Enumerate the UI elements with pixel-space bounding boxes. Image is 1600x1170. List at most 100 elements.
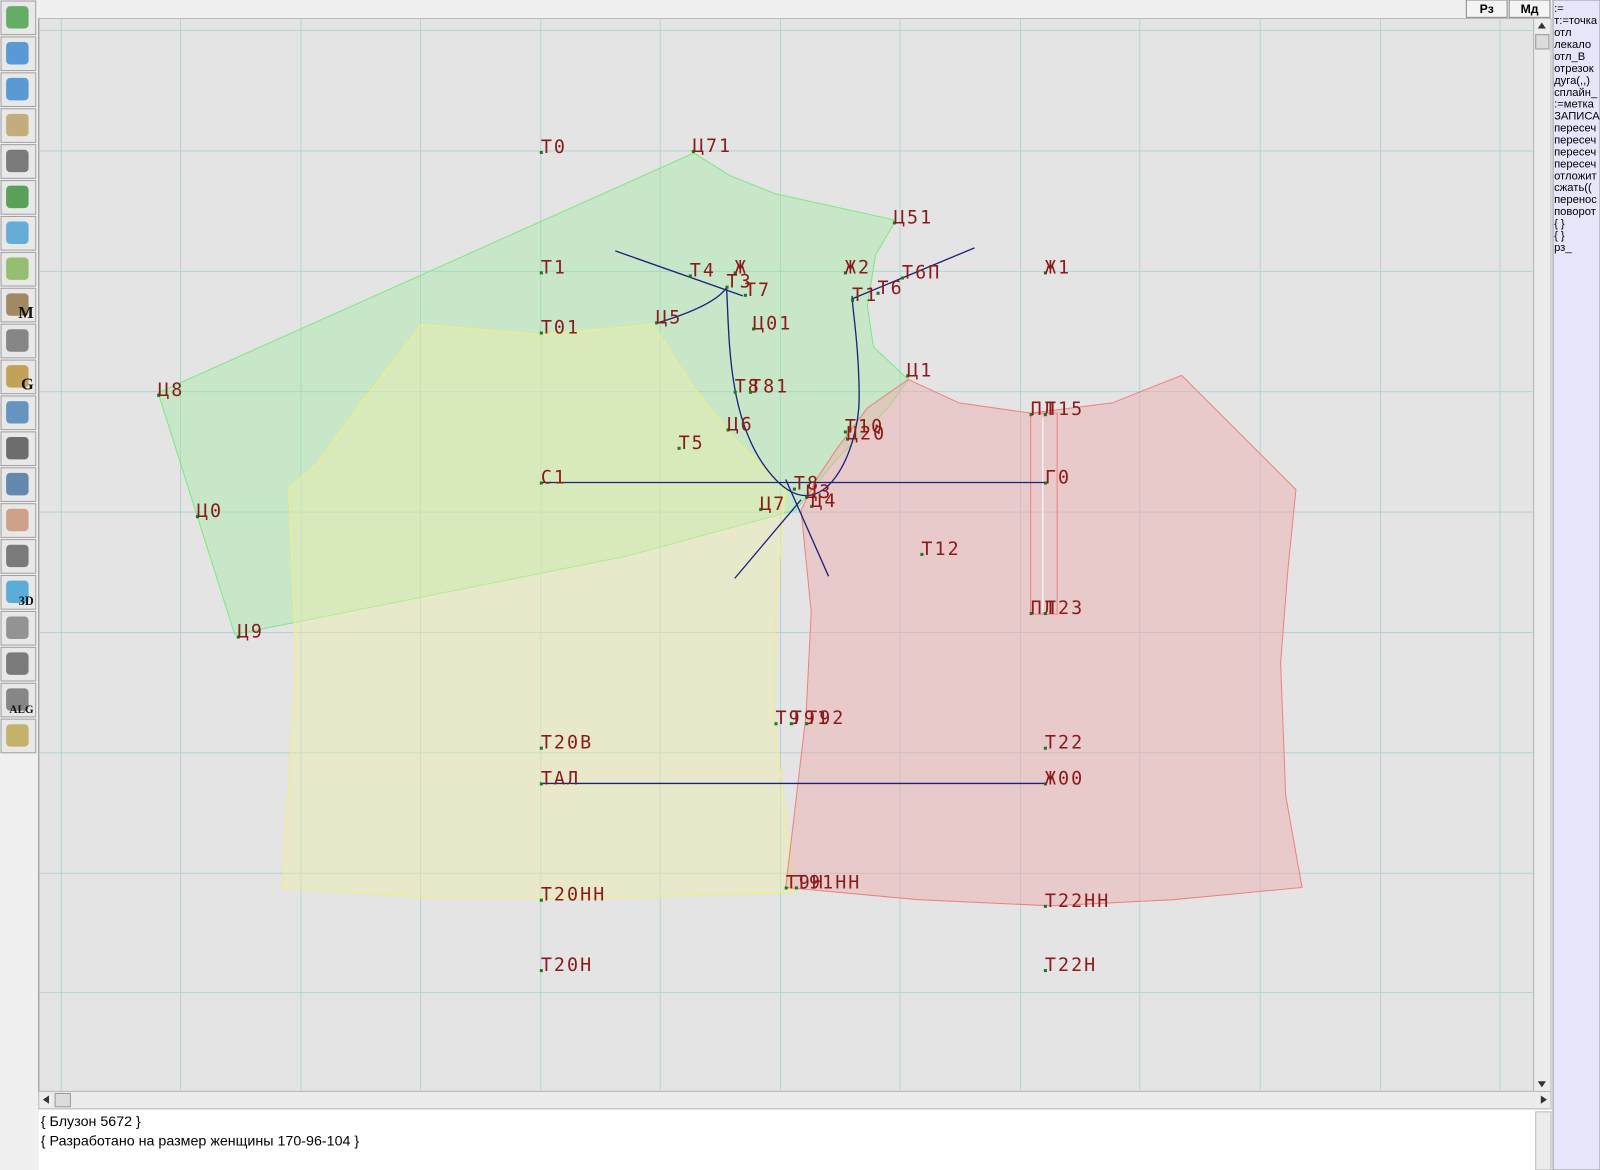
command-line[interactable]: пересеч [1554,146,1596,158]
command-line[interactable]: := [1554,3,1564,15]
point-label: Т1 [852,285,878,306]
command-line[interactable]: поворот [1554,206,1596,218]
point-label: Ц4 [811,491,837,512]
point [539,969,543,973]
comment-scrollbar[interactable] [1535,1111,1552,1170]
point-label: Ц9 [238,622,264,643]
tool-icon [6,149,29,173]
point-label: Т5 [679,433,705,454]
command-line[interactable]: :=метка [1554,99,1595,111]
point [539,150,543,155]
point-label: Ц20 [847,424,886,445]
command-line[interactable]: рз_ [1554,242,1572,254]
drawing-canvas[interactable] [38,17,1535,1092]
command-line[interactable]: ЗАПИСА [1554,111,1600,123]
v-scroll-thumb[interactable] [1535,34,1550,50]
point [688,274,692,278]
tool-icon [6,472,29,496]
point [655,321,659,325]
tool-icon [6,580,29,604]
command-line[interactable]: пересеч [1554,123,1596,135]
point-label: Ц3 [806,482,832,503]
tool-icon-label: ALG [9,704,34,716]
command-line[interactable]: лекало [1554,39,1591,51]
tool-icon [6,436,29,460]
command-line[interactable]: отложит [1554,170,1597,182]
point-label: Г0 [1045,468,1071,489]
point [789,722,793,726]
command-line[interactable]: пересеч [1554,158,1596,170]
top-button[interactable] [1508,0,1551,18]
command-line[interactable]: т:=точка [1554,15,1598,27]
v-scrollbar[interactable] [1533,17,1552,1092]
command-line[interactable]: сплайн_ [1554,87,1598,99]
tool-icon [6,221,29,244]
tool-icon [6,6,29,29]
point [691,149,695,154]
armhole-curve [725,287,860,497]
point [1043,413,1047,417]
command-panel[interactable] [1552,0,1600,1170]
point [539,271,543,275]
sleeve-piece[interactable] [157,152,909,636]
point-label: Ж2 [845,257,871,278]
point [539,782,543,786]
command-line[interactable]: дуга(,,) [1554,75,1590,87]
tool-icon [6,508,29,532]
point [677,446,681,450]
point [236,635,240,639]
h-scrollbar[interactable] [38,1090,1552,1110]
cross-line [785,479,830,577]
tool-icon-label: G [21,375,34,394]
point [876,291,880,295]
point-label: ПЛ [1031,598,1057,619]
point [726,428,730,432]
point-label: Т15 [1045,399,1084,420]
command-line[interactable]: отл [1554,27,1571,39]
top-button[interactable] [1465,0,1508,18]
top-bar [38,0,1552,19]
command-list: :=т:=точкаотллекалоотл_Вотрезокдуга(,,)с… [1554,3,1600,254]
front-piece[interactable] [785,374,1303,907]
point-label: Т1 [541,257,567,278]
point [1043,782,1047,786]
command-line[interactable]: { } [1554,230,1565,242]
shoulder-line [615,250,744,297]
command-line[interactable]: сжать(( [1554,182,1592,194]
comment-area[interactable] [38,1109,1552,1170]
tool-icon [6,616,29,639]
command-line[interactable]: отл_В [1554,51,1585,63]
point-label: Т7 [745,280,771,301]
command-line[interactable]: { } [1554,218,1565,230]
point-label: Т10 [845,417,884,438]
point [733,390,737,394]
point [725,285,729,289]
toolbar: M G 3D ALG [0,0,38,1170]
tool-icon [6,257,29,280]
point-label: Т23 [1045,598,1084,619]
panel-lines: :=т:=точкаотллекалоотл_Вотрезокдуга(,,)с… [1554,3,1600,254]
command-line[interactable]: отрезок [1554,63,1594,75]
point [539,481,543,485]
tool-icon [6,724,29,747]
command-line[interactable]: перенос [1554,194,1597,206]
point [892,221,896,225]
point [748,390,753,394]
point-label: Т8 [735,377,761,398]
top-buttons: Рз Мд [1465,0,1551,18]
comment-line: { Разработано на размер женщины 170-96-1… [41,1134,360,1150]
point [743,293,747,297]
point [1043,271,1047,275]
point-label: Т20Н [541,955,593,976]
point [1029,413,1033,417]
point-label: Т20В [541,733,593,754]
point-label: Ж1 [1045,257,1071,278]
point-label: Т12 [921,539,960,560]
point-label: Т8 [794,474,820,495]
command-line[interactable]: пересеч [1554,135,1596,147]
tool-icon-label: 3D [19,594,34,608]
point-label: Ц51 [894,207,933,228]
point-label: Ц8 [158,380,184,401]
h-scroll-thumb[interactable] [54,1092,71,1108]
point-label: Т22 [1045,733,1084,754]
